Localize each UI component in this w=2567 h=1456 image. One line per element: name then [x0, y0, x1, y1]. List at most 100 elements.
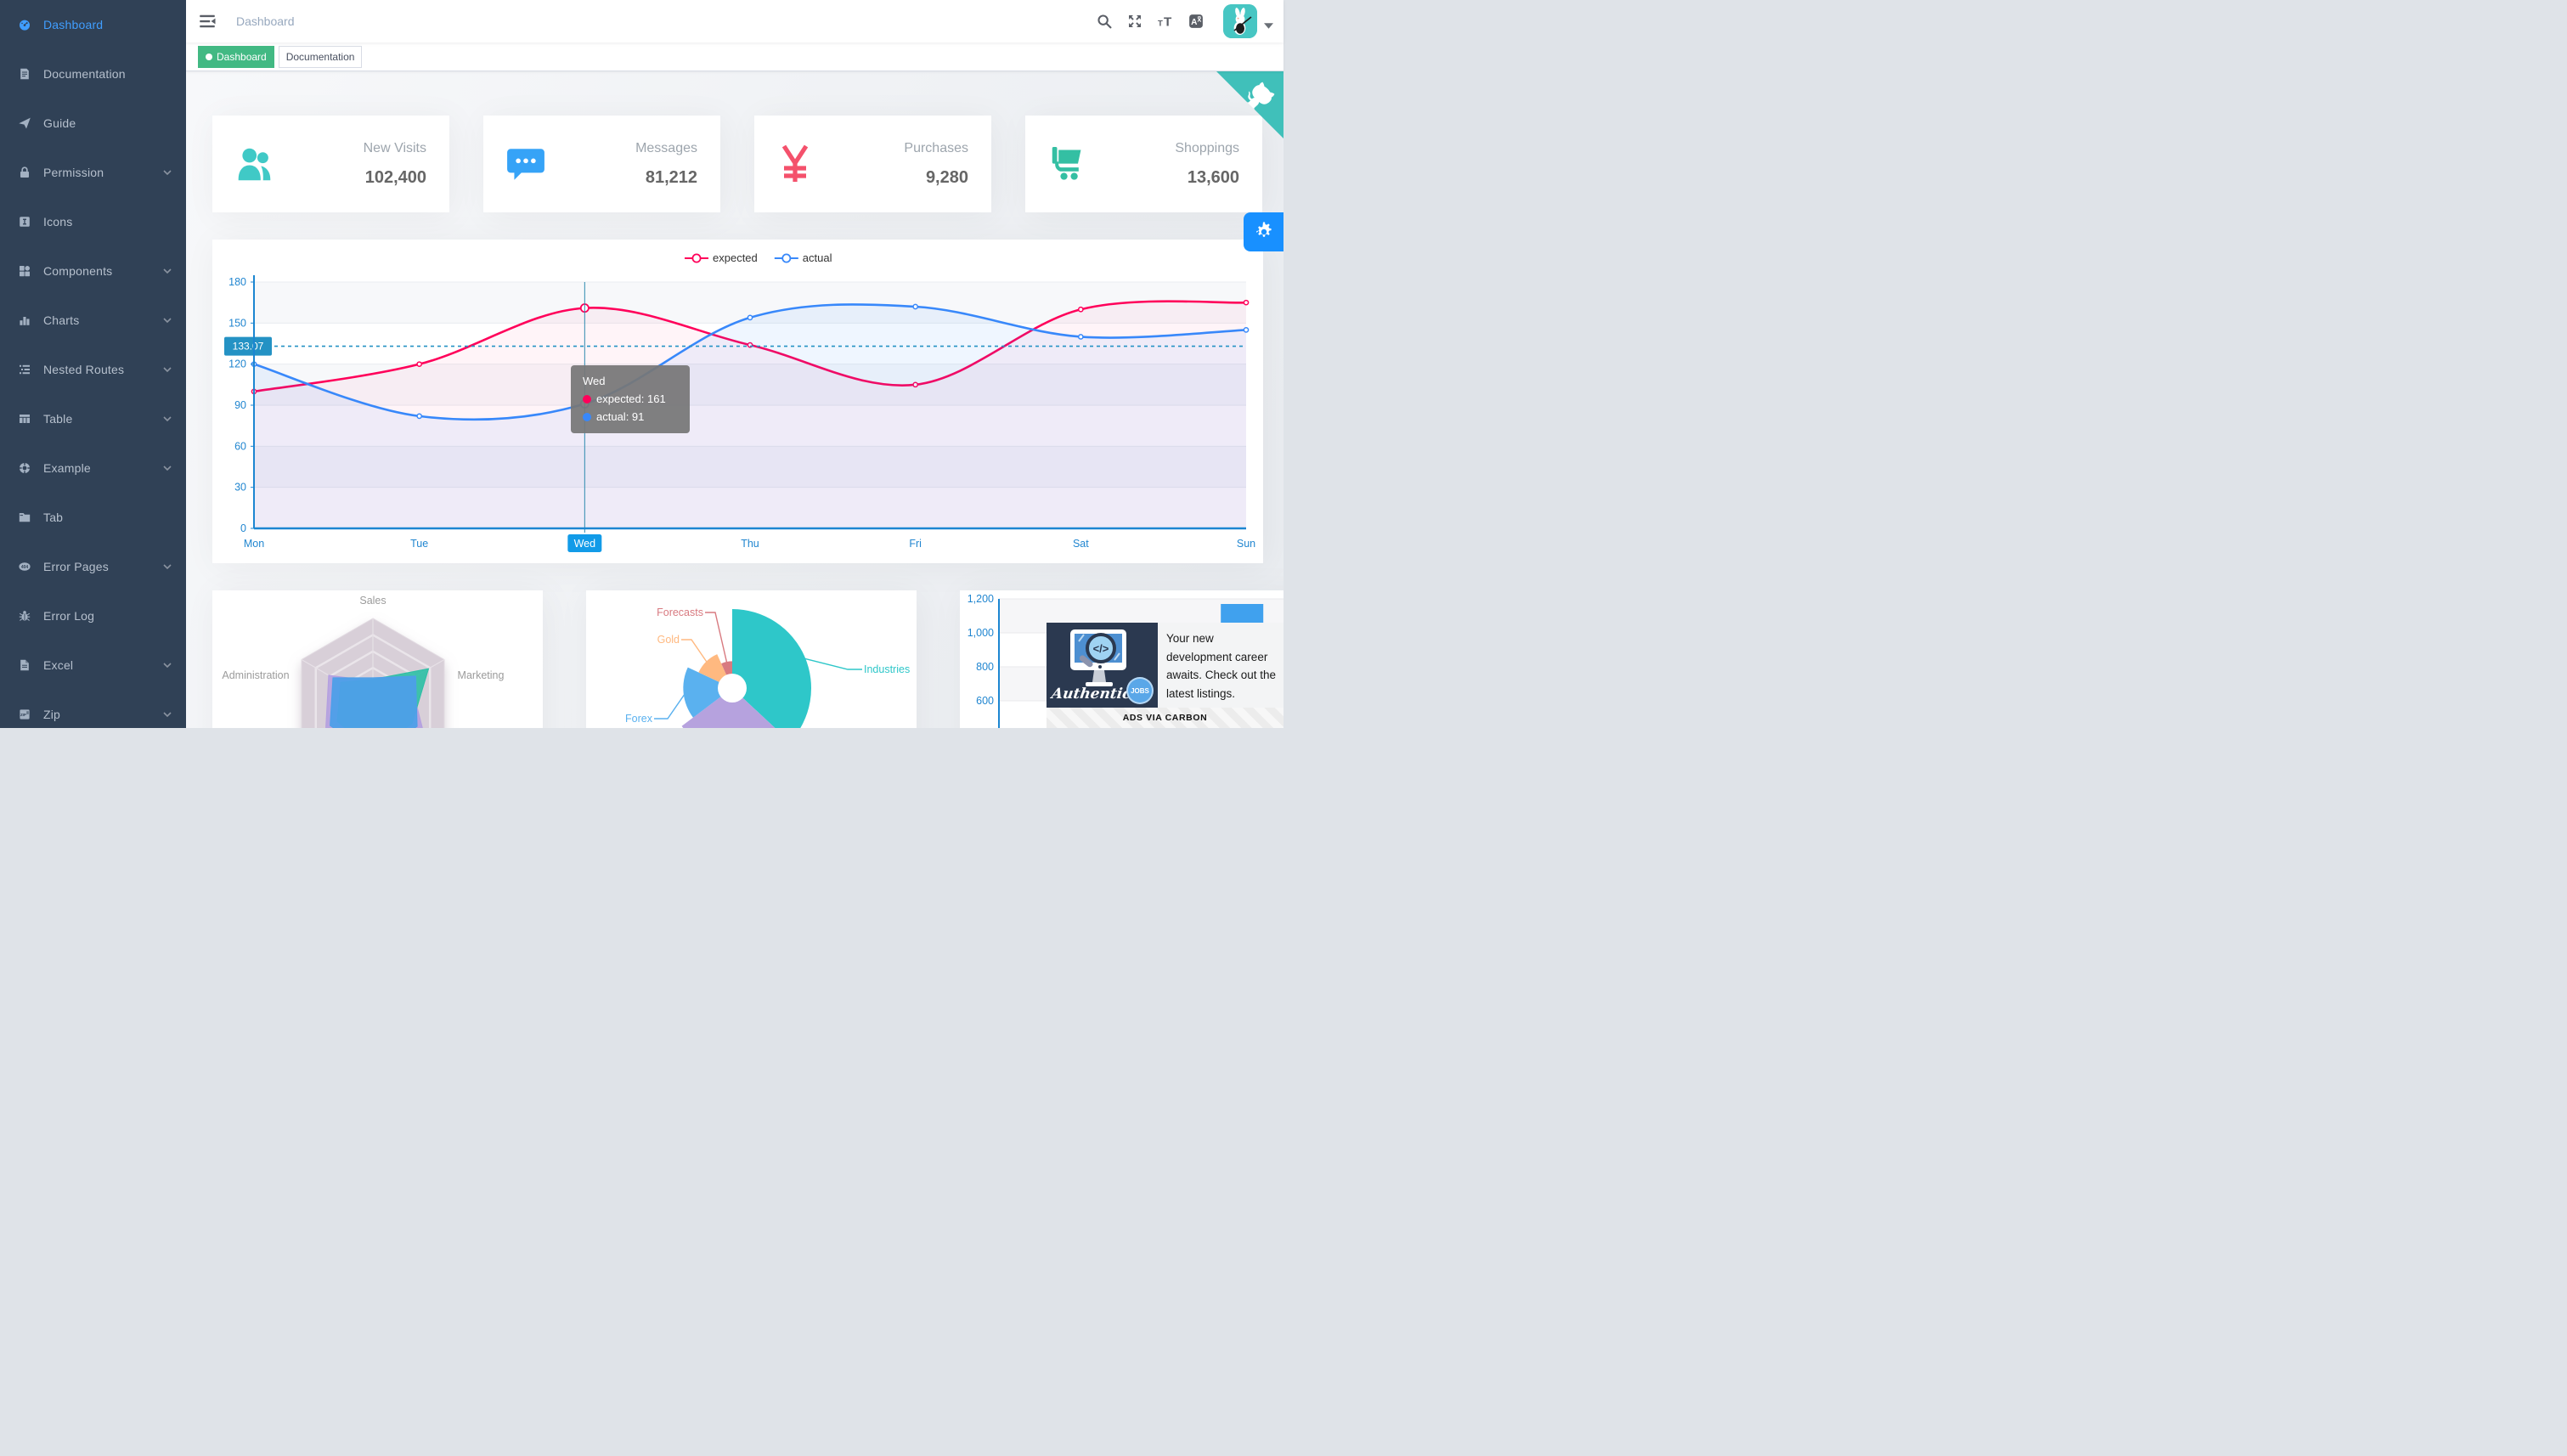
svg-text:90: 90 [234, 399, 246, 411]
svg-text:T: T [1164, 15, 1172, 29]
svg-text:Mon: Mon [244, 538, 264, 550]
settings-button[interactable] [1244, 212, 1284, 251]
sidebar-item-dashboard[interactable]: Dashboard [0, 0, 186, 49]
sidebar-item-excel[interactable]: Excel [0, 641, 186, 690]
excel-icon [18, 658, 31, 672]
components-icon [18, 264, 31, 278]
sidebar-item-tab[interactable]: Tab [0, 493, 186, 542]
tag-label: Dashboard [217, 50, 267, 63]
sidebar-item-label: Zip [43, 708, 61, 721]
svg-text:expected: expected [713, 251, 758, 264]
sidebar-item-documentation[interactable]: Documentation [0, 49, 186, 99]
sidebar-item-label: Example [43, 461, 91, 475]
chevron-down-icon [161, 264, 174, 278]
sidebar-item-label: Excel [43, 658, 74, 672]
sidebar-item-error-log[interactable]: Error Log [0, 591, 186, 641]
stat-card-value: 9,280 [925, 168, 968, 187]
svg-text:ZIP: ZIP [20, 713, 26, 717]
sidebar-item-permission[interactable]: Permission [0, 148, 186, 197]
active-tag-dot [206, 53, 212, 60]
main-content: New Visits 102,400 Messages 81,212 Purchases… [186, 71, 1284, 728]
pie-chart-panel: Industries Forex Gold Forecasts [586, 590, 917, 728]
sidebar-item-label: Components [43, 264, 113, 278]
svg-text:600: 600 [976, 695, 994, 707]
sidebar-item-table[interactable]: Table [0, 394, 186, 443]
sidebar-item-label: Guide [43, 116, 76, 130]
search-icon[interactable] [1097, 14, 1112, 29]
sidebar-item-example[interactable]: Example [0, 443, 186, 493]
zip-icon: ZIP [18, 708, 31, 721]
stat-card-title: Purchases [904, 141, 968, 155]
chevron-down-icon [161, 412, 174, 426]
svg-text:Thu: Thu [741, 538, 759, 550]
stat-card-new-visits[interactable]: New Visits 102,400 [212, 116, 449, 212]
sidebar-item-components[interactable]: Components [0, 246, 186, 296]
stat-card-messages[interactable]: Messages 81,212 [483, 116, 720, 212]
sidebar-item-zip[interactable]: ZIP Zip [0, 690, 186, 739]
hamburger-icon[interactable] [199, 13, 216, 30]
table-icon [18, 412, 31, 426]
sidebar-item-charts[interactable]: Charts [0, 296, 186, 345]
line-chart: 133.07 0 30 60 90 120 150 180 Mon Tue Wed Thu Fri Sat… [224, 251, 1255, 552]
ad-badge: JOBS [1126, 677, 1154, 704]
chart-legend[interactable]: expected actual [685, 251, 832, 264]
sidebar-item-guide[interactable]: Guide [0, 99, 186, 148]
dashboard-icon [18, 18, 31, 31]
sidebar-item-label: Dashboard [43, 18, 104, 31]
monitor-search-icon: </> [1070, 629, 1126, 686]
stat-card-title: Shoppings [1175, 141, 1239, 155]
svg-text:Wed: Wed [574, 538, 596, 550]
svg-text:Forecasts: Forecasts [657, 607, 703, 618]
stat-card-title: New Visits [363, 141, 426, 155]
svg-text:180: 180 [228, 276, 246, 288]
chevron-down-icon [161, 658, 174, 672]
tooltip-row-text: expected: 161 [596, 392, 666, 405]
svg-text:actual: actual [803, 251, 832, 264]
sidebar-item-label: Permission [43, 166, 104, 179]
language-icon[interactable]: A [1188, 14, 1204, 29]
svg-text:133.07: 133.07 [233, 341, 264, 353]
github-corner-icon[interactable] [1216, 71, 1284, 138]
charts-icon [18, 313, 31, 327]
stat-card-shoppings[interactable]: Shoppings 13,600 [1025, 116, 1262, 212]
sidebar-item-icons[interactable]: Icons [0, 197, 186, 246]
tooltip-series-dot [583, 395, 591, 404]
error-pages-icon: 404 [18, 560, 31, 573]
sidebar-item-nested-routes[interactable]: Nested Routes [0, 345, 186, 394]
sidebar-item-label: Charts [43, 313, 80, 327]
icons-icon [18, 215, 31, 229]
fullscreen-icon[interactable] [1127, 14, 1142, 29]
svg-text:T: T [1158, 20, 1163, 29]
user-avatar[interactable] [1223, 4, 1257, 38]
tag-dashboard[interactable]: Dashboard [198, 45, 274, 68]
stat-card-purchases[interactable]: Purchases 9,280 [754, 116, 991, 212]
sidebar: Dashboard Documentation Guide Permission Ico… [0, 0, 186, 728]
example-icon [18, 461, 31, 475]
chevron-down-icon [161, 560, 174, 573]
svg-text:150: 150 [228, 317, 246, 329]
shopping-icon [1047, 144, 1088, 184]
stat-card-title: Messages [635, 141, 697, 155]
svg-text:60: 60 [234, 440, 246, 452]
svg-text:Tue: Tue [410, 538, 428, 550]
sidebar-item-label: Nested Routes [43, 363, 125, 376]
sidebar-item-error-pages[interactable]: 404 Error Pages [0, 542, 186, 591]
svg-text:</>: </> [1093, 642, 1109, 655]
line-chart-panel: 133.07 0 30 60 90 120 150 180 Mon Tue Wed Thu Fri Sat… [212, 240, 1263, 563]
caret-down-icon[interactable] [1264, 18, 1273, 33]
svg-text:800: 800 [976, 661, 994, 673]
tag-documentation[interactable]: Documentation [278, 45, 363, 68]
svg-text:Sun: Sun [1237, 538, 1255, 550]
tooltip-row: expected: 161 [583, 391, 678, 409]
svg-text:1,200: 1,200 [968, 593, 994, 605]
chart-tooltip: Wed expected: 161 actual: 91 [571, 365, 690, 434]
svg-text:Gold: Gold [657, 634, 680, 646]
sidebar-item-label: Error Pages [43, 560, 109, 573]
pie-chart: Industries Forex Gold Forecasts [625, 607, 910, 728]
ad-illustration: </> Authentic JOBS [1047, 623, 1158, 708]
carbon-ad[interactable]: </> Authentic JOBS Your new development … [1047, 623, 1284, 728]
chevron-down-icon [161, 461, 174, 475]
gear-icon [1256, 222, 1272, 237]
